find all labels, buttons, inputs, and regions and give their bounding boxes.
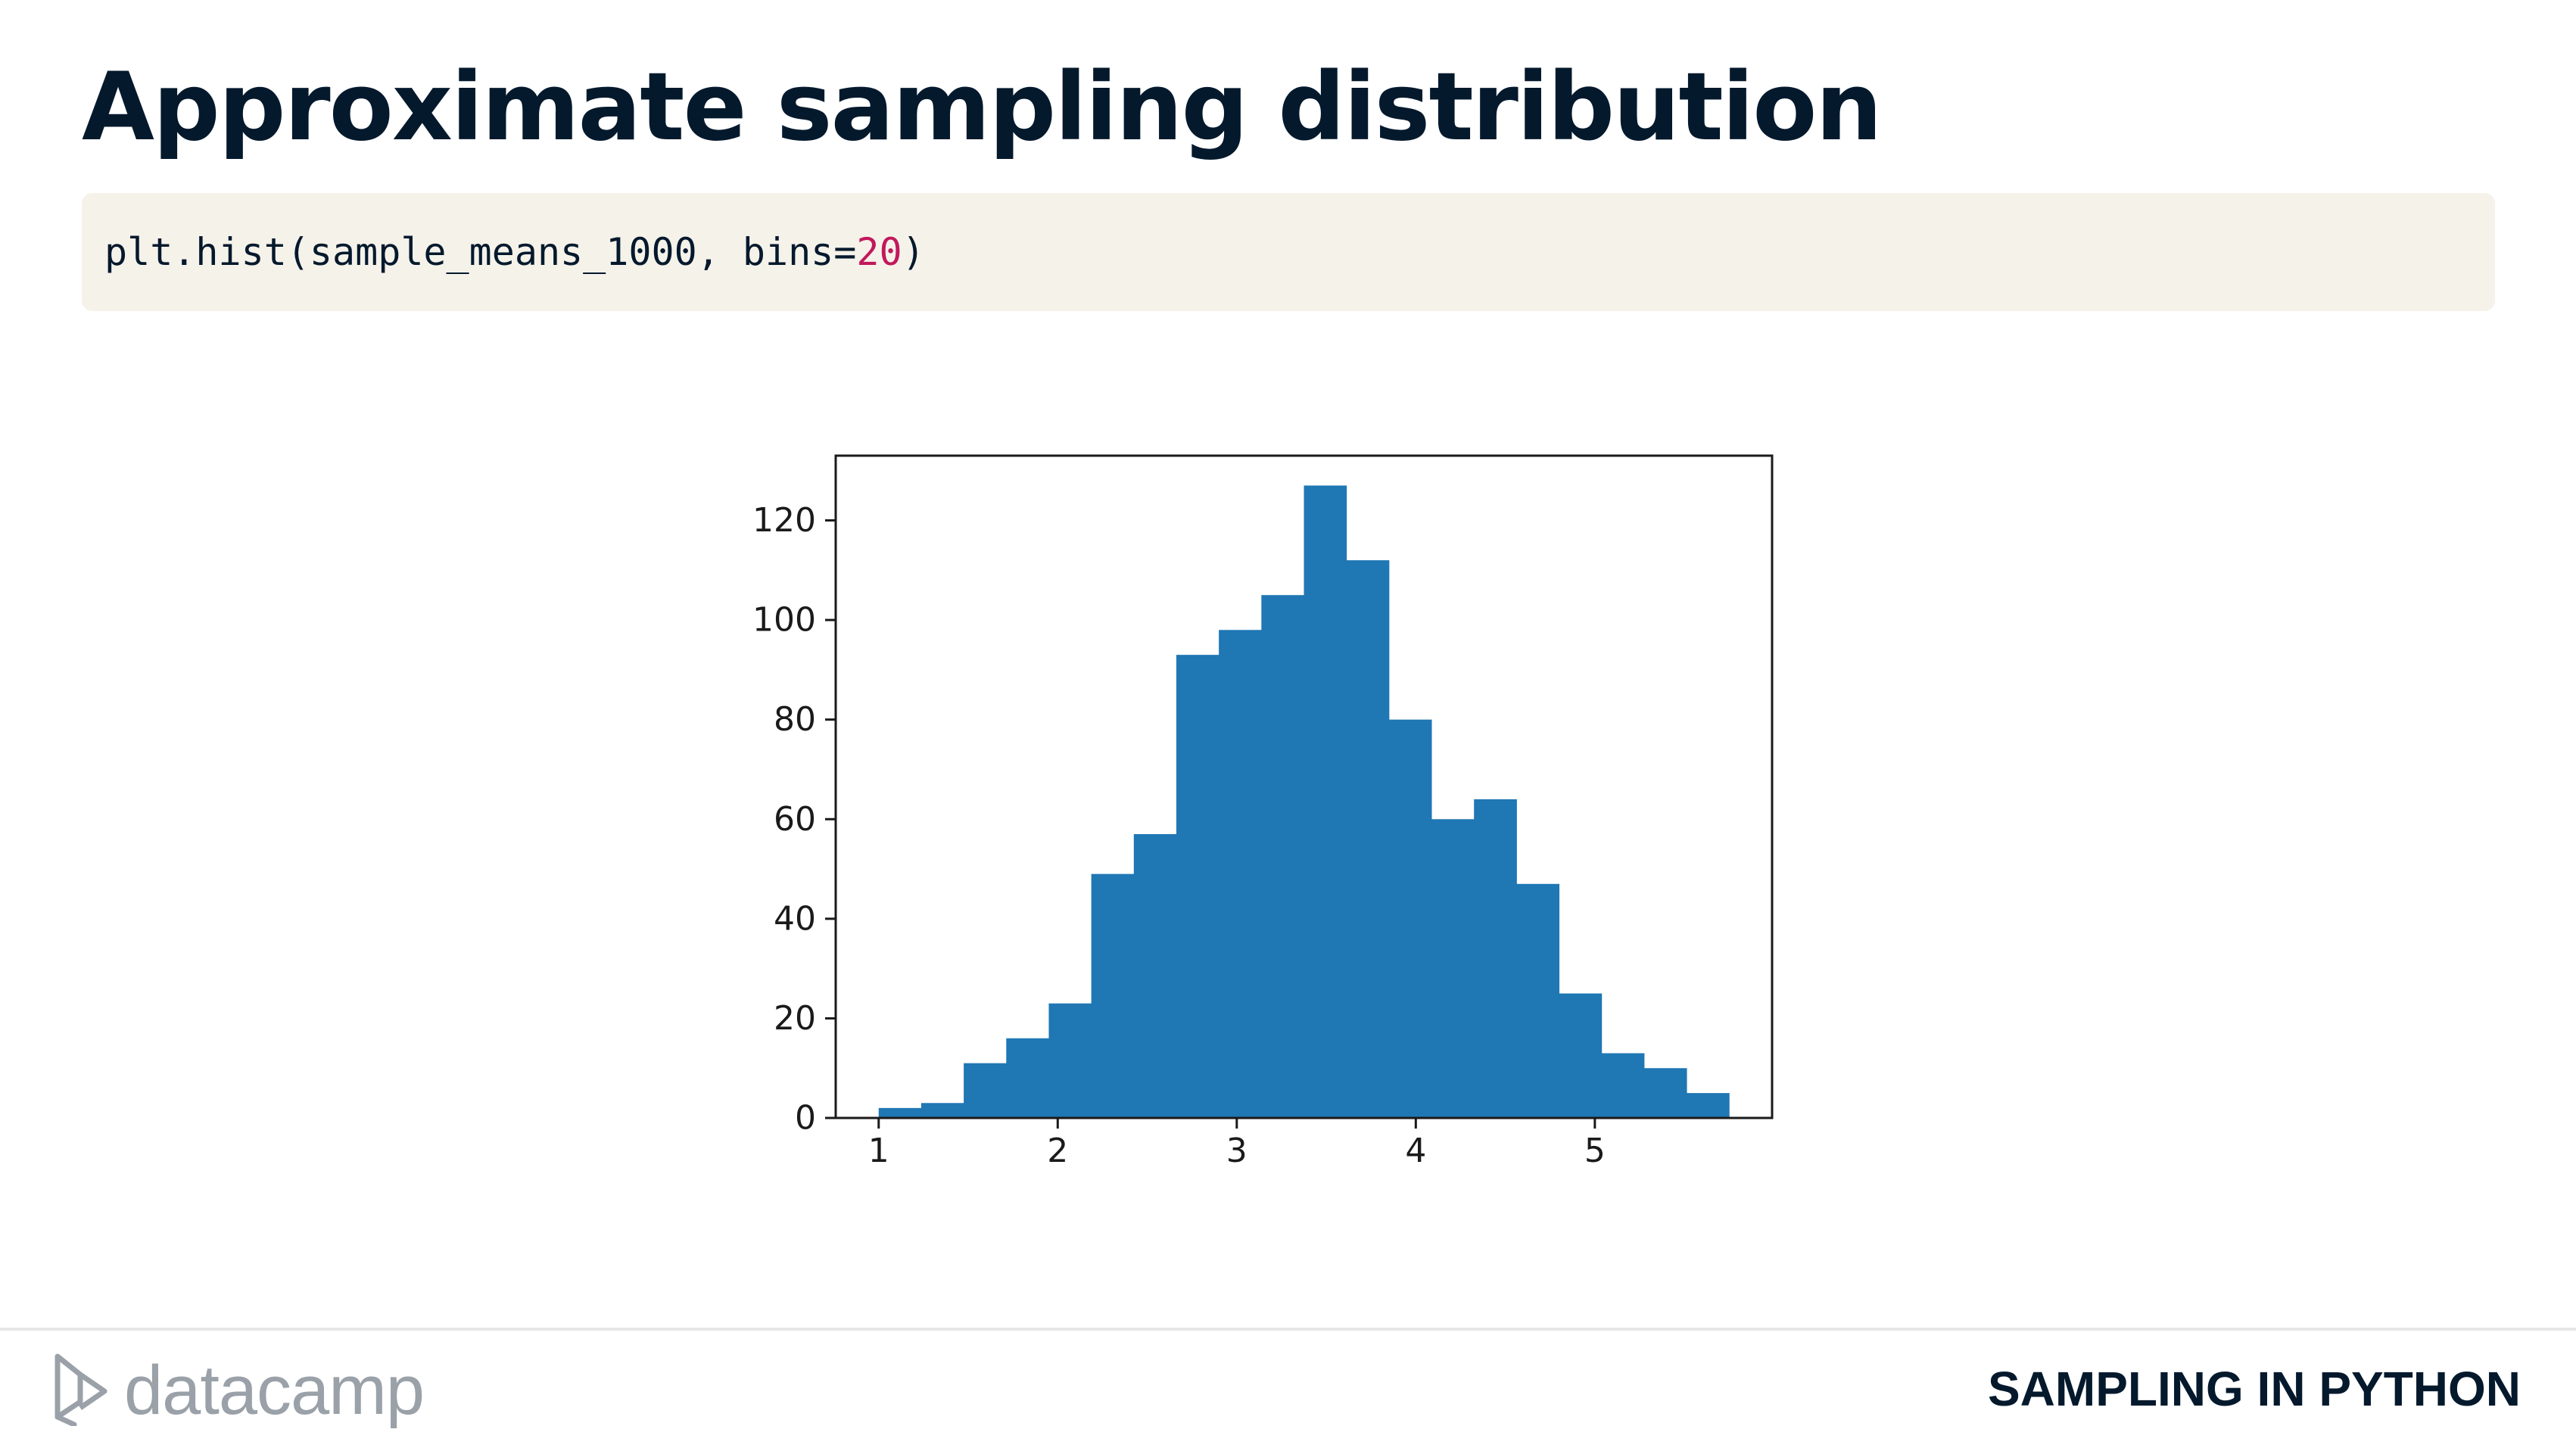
y-tick-label: 80 [774, 700, 816, 739]
y-tick-label: 20 [774, 999, 816, 1038]
histogram-bar [964, 1063, 1007, 1118]
datacamp-logo-icon [51, 1352, 109, 1430]
y-tick-label: 120 [752, 501, 816, 540]
histogram-bar [1388, 719, 1432, 1118]
code-block: plt.hist(sample_means_1000, bins=20) [82, 193, 2495, 311]
histogram-bar [1091, 873, 1135, 1118]
slide-title: Approximate sampling distribution [82, 53, 1883, 162]
histogram-bar [920, 1103, 964, 1118]
histogram-bar [1261, 595, 1304, 1118]
y-tick-label: 60 [774, 800, 816, 839]
histogram-bar [1048, 1003, 1092, 1118]
x-tick-label: 1 [868, 1132, 889, 1170]
datacamp-logo-text: datacamp [124, 1351, 425, 1429]
histogram-bar [1643, 1068, 1687, 1118]
code-prefix: plt.hist(sample_means_1000, bins= [104, 230, 857, 274]
histogram-bar [1133, 834, 1177, 1118]
x-axis-ticks: 1 2 3 4 5 [868, 1118, 1606, 1170]
x-tick-label: 2 [1047, 1132, 1068, 1170]
code-suffix: ) [902, 230, 925, 274]
histogram-bar [1431, 819, 1475, 1118]
histogram-bar [1601, 1053, 1645, 1118]
datacamp-logo: datacamp [51, 1349, 425, 1432]
histogram-bar [1176, 655, 1219, 1118]
code-line: plt.hist(sample_means_1000, bins=20) [104, 230, 925, 274]
histogram-bar [1559, 993, 1603, 1118]
histogram-bar [878, 1107, 922, 1118]
plot-frame [834, 454, 1774, 1119]
histogram-bar [1516, 883, 1560, 1118]
histogram-bars [878, 485, 1730, 1118]
histogram-bar [1006, 1038, 1049, 1118]
y-tick-label: 40 [774, 899, 816, 938]
course-name: SAMPLING IN PYTHON [1987, 1362, 2521, 1416]
histogram-bar [1346, 560, 1390, 1118]
x-tick-label: 5 [1584, 1132, 1606, 1170]
code-bins-number: 20 [856, 230, 902, 274]
y-tick-label: 100 [752, 601, 816, 640]
footer-divider [0, 1328, 2576, 1331]
histogram-bar [1474, 799, 1517, 1118]
x-tick-label: 3 [1226, 1132, 1248, 1170]
histogram-bar [1219, 630, 1262, 1118]
x-tick-label: 4 [1405, 1132, 1426, 1170]
y-tick-label: 0 [795, 1099, 816, 1138]
histogram-bar [1304, 485, 1347, 1118]
histogram-chart: 0 20 40 60 80 100 120 1 2 3 4 5 [752, 454, 1774, 1170]
y-axis-ticks: 0 20 40 60 80 100 120 [752, 501, 836, 1138]
histogram-bar [1687, 1093, 1730, 1118]
